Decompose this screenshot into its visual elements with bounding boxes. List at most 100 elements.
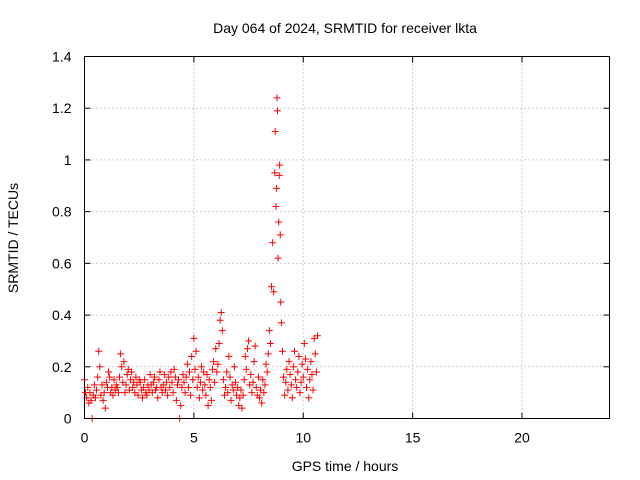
data-point [213, 368, 221, 376]
data-point [187, 391, 195, 399]
data-point [284, 386, 292, 394]
data-point [120, 358, 128, 366]
data-point [188, 352, 196, 360]
data-point [138, 394, 146, 402]
data-point [247, 371, 255, 379]
data-point [140, 383, 148, 391]
data-point [166, 383, 174, 391]
data-point [136, 378, 144, 386]
data-point [280, 373, 288, 381]
data-point [240, 376, 248, 384]
data-point [196, 378, 204, 386]
data-point [214, 360, 222, 368]
data-point [227, 396, 235, 404]
data-point [218, 327, 226, 335]
data-point [161, 386, 169, 394]
data-point [173, 381, 181, 389]
data-point [191, 365, 199, 373]
data-point [273, 184, 281, 192]
data-point [199, 386, 207, 394]
data-point [222, 383, 230, 391]
data-point [129, 383, 137, 391]
data-point [128, 368, 136, 376]
data-point [192, 347, 200, 355]
data-point [175, 376, 183, 384]
data-point [118, 363, 126, 371]
data-point [273, 94, 281, 102]
data-point [286, 371, 294, 379]
data-point [87, 396, 95, 404]
y-tick-label: 1 [64, 152, 72, 168]
data-point [312, 368, 320, 376]
data-point [219, 376, 227, 384]
data-point [146, 371, 154, 379]
data-point [186, 368, 193, 376]
chart-title: Day 064 of 2024, SRMTID for receiver lkt… [213, 20, 477, 36]
data-point [110, 376, 118, 384]
data-point [122, 381, 130, 389]
data-point [195, 394, 203, 402]
data-point [281, 391, 289, 399]
data-point [270, 288, 278, 296]
data-point [116, 373, 123, 381]
data-point [155, 376, 163, 384]
data-point [203, 371, 211, 379]
data-point [217, 308, 225, 316]
data-point [258, 399, 266, 407]
data-point [134, 391, 142, 399]
data-point [304, 365, 312, 373]
data-point [276, 231, 284, 239]
data-point [277, 319, 285, 327]
data-point [154, 394, 162, 402]
data-point [254, 373, 262, 381]
data-point [306, 376, 314, 384]
data-point [303, 383, 311, 391]
data-point [117, 350, 125, 358]
data-point [256, 394, 263, 402]
data-point [193, 383, 201, 391]
data-point [275, 218, 283, 226]
data-point [141, 376, 149, 384]
y-tick-label: 0.2 [52, 359, 72, 375]
data-point [295, 352, 303, 360]
data-point [182, 373, 190, 381]
data-point [271, 127, 279, 135]
data-point [313, 332, 321, 340]
data-point [275, 171, 283, 179]
data-point [114, 389, 122, 397]
data-point [262, 360, 270, 368]
data-point [165, 373, 173, 381]
data-point [225, 352, 233, 360]
data-point [143, 391, 151, 399]
data-point [100, 389, 108, 397]
data-point [242, 365, 250, 373]
data-point [105, 368, 113, 376]
data-point [168, 378, 176, 386]
data-point [201, 381, 209, 389]
data-point [237, 386, 245, 394]
data-point [164, 391, 172, 399]
data-point [283, 365, 291, 373]
data-point [177, 402, 185, 410]
plot-frame [84, 56, 610, 419]
data-point [231, 378, 239, 386]
y-tick-label: 0.8 [52, 204, 72, 220]
data-point [210, 358, 218, 366]
data-point [109, 391, 117, 399]
data-point [181, 389, 189, 397]
data-point [252, 383, 260, 391]
data-point [224, 389, 232, 397]
data-point [294, 368, 302, 376]
data-point [251, 342, 259, 350]
data-point [305, 394, 313, 402]
data-point [266, 340, 274, 348]
data-point [301, 355, 309, 363]
data-point [260, 389, 268, 397]
y-tick-label: 1.2 [52, 100, 72, 116]
data-point [204, 402, 212, 410]
data-point [248, 389, 256, 397]
data-point [243, 345, 251, 353]
x-tick-label: 0 [81, 430, 89, 446]
data-point [223, 368, 231, 376]
